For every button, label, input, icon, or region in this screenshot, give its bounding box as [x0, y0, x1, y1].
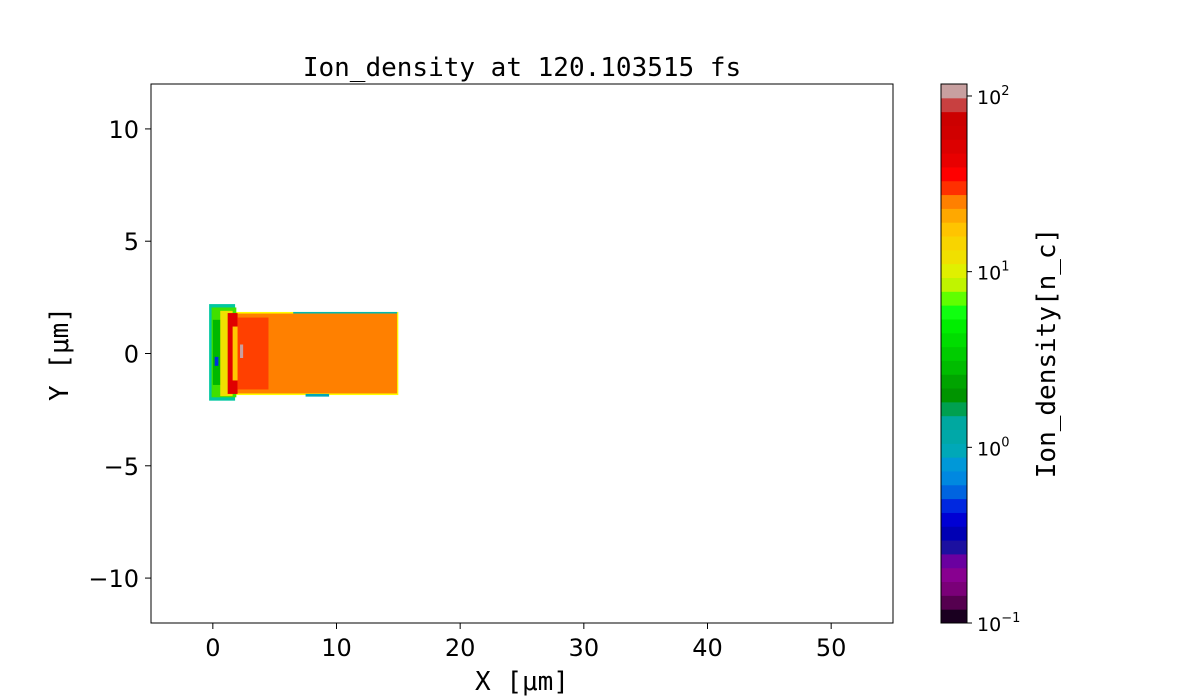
colorbar-swatch — [941, 97, 967, 113]
y-tick-label: −10 — [88, 565, 139, 593]
colorbar-swatch — [941, 236, 967, 251]
heatmap-region — [305, 393, 330, 397]
colorbar-swatch — [941, 470, 967, 486]
colorbar-swatch — [941, 222, 967, 237]
colorbar-swatch — [941, 263, 967, 278]
colorbar-swatch — [941, 609, 967, 624]
colorbar-swatch — [941, 595, 967, 610]
heatmap-region — [214, 356, 219, 366]
colorbar-swatch — [941, 415, 967, 431]
y-axis-label: Y [μm] — [45, 307, 75, 401]
colorbar-swatch — [941, 443, 967, 458]
y-tick-label: 10 — [108, 116, 139, 144]
x-tick-label: 20 — [445, 634, 476, 662]
x-tick-label: 30 — [569, 634, 600, 662]
x-tick-label: 10 — [321, 634, 352, 662]
colorbar-tick-label: 101 — [977, 260, 1009, 285]
colorbar-swatch — [941, 318, 967, 334]
colorbar-swatch — [941, 401, 967, 417]
colorbar-tick-label: 100 — [977, 435, 1009, 460]
colorbar-swatch — [941, 166, 967, 182]
colorbar-swatch — [941, 346, 967, 361]
x-tick-label: 0 — [205, 634, 220, 662]
chart-title: Ion_density at 120.103515 fs — [303, 53, 741, 83]
colorbar-swatch — [941, 111, 967, 126]
colorbar-swatch — [941, 180, 967, 196]
colorbar-swatch — [941, 567, 967, 583]
colorbar-swatch — [941, 208, 967, 223]
heatmap-region — [240, 344, 244, 358]
y-axis: 10 5 0 −5 −10 — [88, 116, 151, 593]
colorbar-swatch — [941, 429, 967, 444]
colorbar-swatch — [941, 249, 967, 265]
colorbar-swatch — [941, 305, 967, 320]
colorbar-swatch — [941, 139, 967, 154]
colorbar-swatch — [941, 388, 967, 403]
colorbar-swatch — [941, 526, 967, 541]
heatmap-region — [293, 311, 398, 314]
colorbar-swatch — [941, 84, 967, 99]
colorbar-swatch — [941, 540, 967, 555]
x-axis-label: X [μm] — [475, 667, 569, 697]
colorbar-swatch — [941, 125, 967, 140]
y-tick-label: −5 — [104, 453, 139, 481]
colorbar-swatch — [941, 374, 967, 389]
colorbar-swatch — [941, 277, 967, 292]
x-axis: 0 10 20 30 40 50 — [205, 623, 846, 662]
colorbar-tick-label: 102 — [977, 84, 1009, 109]
colorbar-swatch — [941, 360, 967, 375]
heatmap-layer — [209, 304, 399, 401]
x-tick-label: 50 — [816, 634, 847, 662]
y-tick-label: 5 — [124, 228, 139, 256]
colorbar-swatch — [941, 153, 967, 168]
colorbar-swatch — [941, 512, 967, 527]
colorbar-frame — [940, 83, 968, 624]
colorbar-swatch — [941, 291, 967, 306]
colorbar: 10−1 100 101 102 — [940, 83, 1020, 636]
y-tick-label: 0 — [124, 341, 139, 369]
colorbar-swatch — [941, 581, 967, 596]
colorbar-swatch — [941, 457, 967, 472]
colorbar-swatch — [941, 498, 967, 513]
colorbar-swatch — [941, 553, 967, 569]
colorbar-swatch — [941, 484, 967, 500]
colorbar-tick-label: 10−1 — [977, 611, 1020, 636]
colorbar-swatch — [941, 194, 967, 209]
colorbar-swatch — [941, 332, 967, 348]
x-tick-label: 40 — [692, 634, 723, 662]
colorbar-label: Ion_density[n_c] — [1032, 228, 1062, 478]
